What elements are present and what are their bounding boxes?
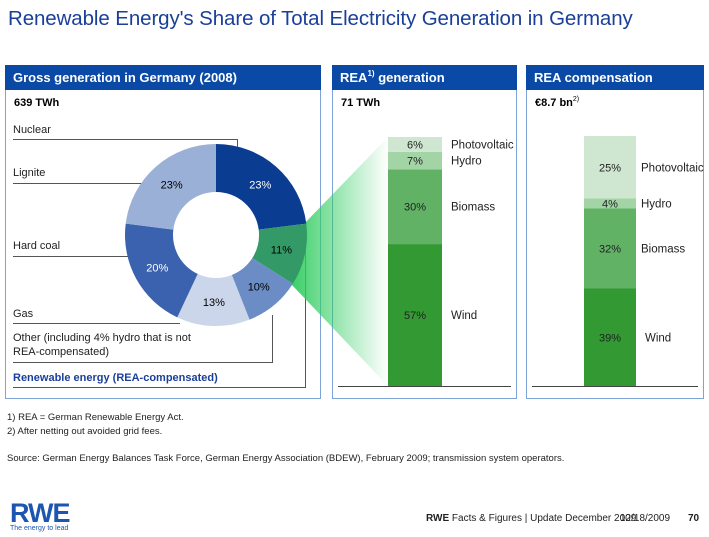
leader-lines [13, 139, 306, 388]
footnote-ref: 2) [572, 96, 580, 103]
source-note: Source: German Energy Balances Task Forc… [7, 453, 565, 464]
rea-generation-total: 71 TWh [341, 97, 381, 109]
rea-generation-header: REA1) generation [332, 65, 517, 90]
donut-slice-label: 10% [248, 282, 270, 294]
rea-compensation-bar: 39% Wind 32% Biomass 4% Hydro 25% Photovoltaic [584, 136, 704, 386]
legend-label-biomass: Biomass [451, 202, 495, 214]
label-gas: Gas [13, 308, 34, 320]
footer-text: RWE Facts & Figures | Update December 20… [426, 513, 636, 524]
bar-segment-biomass [584, 208, 636, 289]
donut-slice-lignite [125, 144, 216, 230]
bar-segment-biomass [388, 169, 442, 245]
label-other-line1: Other (including 4% hydro that is not [13, 332, 191, 344]
donut-slice-gas [177, 273, 250, 326]
label-nuclear: Nuclear [13, 124, 51, 136]
gross-generation-header: Gross generation in Germany (2008) [5, 65, 321, 90]
bar-segment-hydro [584, 198, 636, 209]
bar-segment-photovoltaic [584, 136, 636, 199]
donut-slice-other [231, 258, 293, 320]
bar-segment-label: 7% [407, 156, 423, 168]
bar-segment-label: 39% [599, 332, 621, 344]
label-hard-coal: Hard coal [13, 240, 61, 252]
footer-description: Facts & Figures | Update December 2009 [449, 513, 637, 524]
label-renewable: Renewable energy (REA-compensated) [13, 372, 218, 384]
legend-label-hydro: Hydro [451, 156, 482, 168]
footnote-2: 2) After netting out avoided grid fees. [7, 426, 163, 437]
donut-slice-label: 20% [146, 262, 168, 274]
legend-label-wind: Wind [451, 310, 477, 322]
page-number: 70 [688, 513, 700, 524]
rea-generation-bar: 57% Wind 30% Biomass 7% Hydro 6% Photovoltaic [388, 137, 514, 386]
donut-chart: 23% 11% 10% 13% 20% 23% [125, 144, 307, 326]
footnote-ref: 1) [367, 69, 375, 78]
bar-segment-label: 57% [404, 310, 426, 322]
legend-label-photovoltaic: Photovoltaic [451, 139, 514, 151]
label-other-line2: REA-compensated) [13, 346, 109, 358]
rea-compensation-header: REA compensation [526, 65, 704, 90]
page-title: Renewable Energy's Share of Total Electr… [8, 7, 633, 30]
logo-wordmark: RWE [10, 498, 71, 528]
rwe-logo: RWE The energy to lead [10, 498, 71, 533]
bar-segment-photovoltaic [388, 137, 442, 152]
donut-slice-nuclear [216, 144, 307, 230]
donut-slice-label: 23% [161, 180, 183, 192]
footer-brand: RWE [426, 513, 450, 524]
donut-slice-label: 23% [249, 180, 271, 192]
logo-tagline: The energy to lead [10, 525, 69, 532]
label-lignite: Lignite [13, 167, 46, 179]
legend-label-wind: Wind [645, 332, 671, 344]
leader-line-other [13, 315, 273, 363]
rea-compensation-total: €8.7 bn2) [535, 96, 580, 109]
bar-segment-hydro [388, 151, 442, 170]
funnel-connector [290, 137, 388, 386]
bar-segment-wind [584, 288, 636, 386]
bar-segment-label: 30% [404, 202, 426, 214]
donut-slice-hard-coal [125, 223, 198, 318]
donut-slice-label: 13% [203, 297, 225, 309]
legend-label-biomass: Biomass [641, 244, 685, 256]
bar-segment-wind [388, 244, 442, 386]
donut-slice-renewable-energy [252, 223, 307, 284]
bar-segment-label: 32% [599, 244, 621, 256]
footnote-1: 1) REA = German Renewable Energy Act. [7, 412, 184, 423]
header-text: generation [374, 70, 445, 85]
legend-label-photovoltaic: Photovoltaic [641, 162, 704, 174]
donut-slice-label: 11% [271, 245, 292, 257]
bar-segment-label: 6% [407, 139, 423, 151]
leader-line-nuclear [13, 139, 238, 150]
funnel-shape [290, 137, 388, 386]
gross-generation-total: 639 TWh [14, 97, 60, 109]
header-text: REA [340, 70, 368, 85]
legend-label-hydro: Hydro [641, 199, 672, 211]
bar-segment-label: 25% [599, 162, 621, 174]
footer-date: 12/18/2009 [620, 513, 671, 524]
bar-segment-label: 4% [602, 199, 618, 211]
total-value: €8.7 bn [535, 97, 573, 109]
